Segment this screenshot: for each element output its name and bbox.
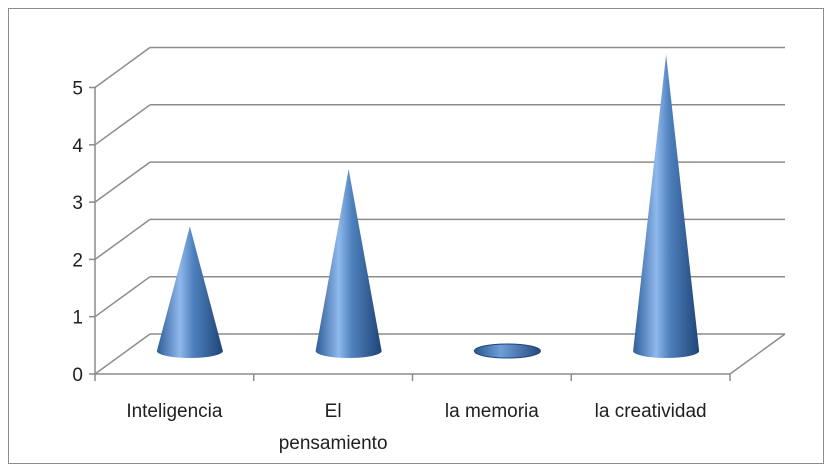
y-tick-label: 3 [72,193,83,214]
gridline-diagonal [94,218,151,261]
cone-body [315,169,382,359]
gridline-diagonal [94,161,151,203]
y-tick-label: 4 [72,136,83,157]
floor-right-edge [729,333,786,375]
category-label: El [325,401,342,422]
cone [315,169,382,359]
gridline-diagonal [94,46,151,89]
y-tick-label: 1 [72,308,83,329]
y-tick-label: 2 [72,250,83,271]
gridline-diagonal [94,333,151,375]
category-label: la memoria [445,401,539,422]
gridline-diagonal [94,104,151,146]
category-label: pensamiento [279,433,388,454]
y-tick-label: 0 [72,365,83,386]
cone-body [156,226,223,359]
y-tick-label: 5 [72,79,83,100]
axes [89,86,786,381]
gridline-diagonal [94,276,151,318]
cones [156,54,700,359]
category-labels: Inteligencia El pensamiento la memoria la cr… [126,401,706,454]
category-label: Inteligencia [126,401,223,422]
cone [473,343,541,359]
y-tick-labels: 0 1 2 3 4 5 [72,79,83,387]
category-label: la creatividad [595,401,707,422]
cone [156,226,223,359]
chart-frame [8,8,824,464]
cone [633,54,700,359]
cone-base [473,343,541,359]
cone-body [633,54,700,359]
